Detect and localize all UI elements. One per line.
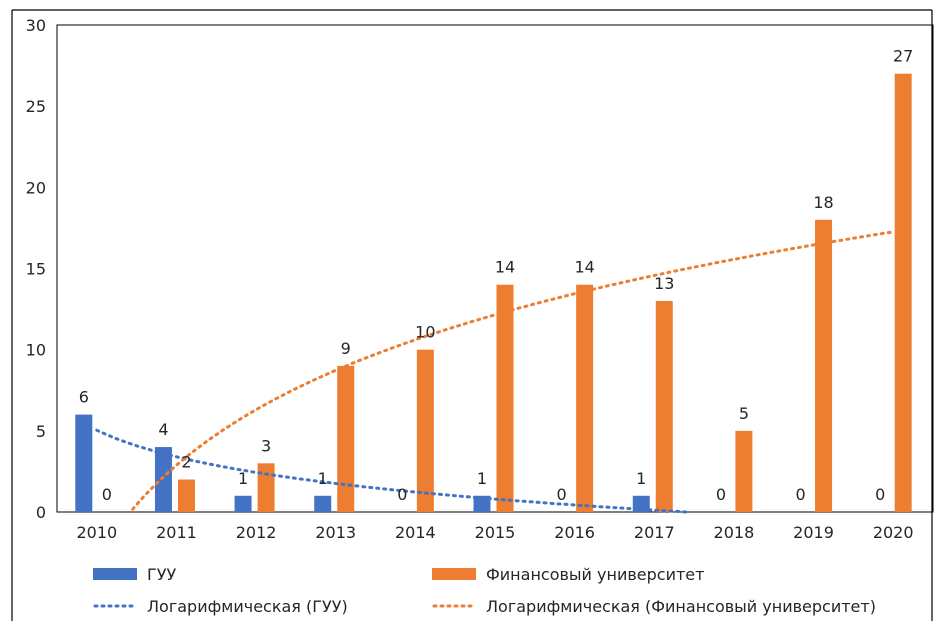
legend-label: Финансовый университет <box>486 565 704 584</box>
y-tick-label: 15 <box>26 260 46 279</box>
x-tick-label: 2014 <box>395 523 436 542</box>
x-tick-label: 2018 <box>714 523 755 542</box>
bar-finuniver <box>337 365 355 512</box>
legend-swatch <box>432 568 476 580</box>
data-label: 14 <box>574 258 594 277</box>
legend-label: Логарифмическая (Финансовый университет) <box>486 597 876 616</box>
data-label: 10 <box>415 323 435 342</box>
x-tick-label: 2010 <box>76 523 117 542</box>
y-axis-ticks: 0 5 10 15 20 25 30 <box>26 16 46 522</box>
y-tick-label: 0 <box>36 503 46 522</box>
bar-finuniver <box>416 349 434 512</box>
plot-area <box>56 24 934 513</box>
data-label: 0 <box>557 485 567 504</box>
data-label: 9 <box>341 339 351 358</box>
legend-item-trend-guu: Логарифмическая (ГУУ) <box>93 597 348 616</box>
bar-finuniver <box>815 219 833 513</box>
data-label: 0 <box>875 485 885 504</box>
bars-layer <box>75 73 912 513</box>
bar-guu <box>154 447 172 512</box>
y-tick-label: 25 <box>26 97 46 116</box>
data-label: 27 <box>893 47 913 66</box>
trendlines-layer <box>95 230 895 514</box>
data-label: 5 <box>739 404 749 423</box>
bar-finuniver <box>735 430 753 512</box>
legend-item-finuniver: Финансовый университет <box>432 565 704 584</box>
data-label: 1 <box>636 469 646 488</box>
x-tick-label: 2019 <box>793 523 834 542</box>
x-tick-label: 2011 <box>156 523 197 542</box>
trendline-finuniver <box>131 230 895 511</box>
data-label: 0 <box>397 485 407 504</box>
data-label: 0 <box>795 485 805 504</box>
bar-finuniver <box>894 73 912 512</box>
bar-finuniver <box>177 479 195 512</box>
data-label: 1 <box>318 469 328 488</box>
data-label: 14 <box>495 258 515 277</box>
bar-finuniver <box>655 300 673 512</box>
x-axis-ticks: 2010 2011 2012 2013 2014 2015 2016 2017 2018 2019… <box>76 523 913 542</box>
data-label: 1 <box>477 469 487 488</box>
bar-guu <box>234 495 252 512</box>
data-label: 0 <box>102 485 112 504</box>
data-label: 18 <box>813 193 833 212</box>
x-tick-label: 2020 <box>873 523 914 542</box>
data-label: 6 <box>79 388 89 407</box>
data-label: 13 <box>654 274 674 293</box>
y-tick-label: 20 <box>26 178 46 197</box>
data-label: 4 <box>158 420 168 439</box>
data-label: 2 <box>181 453 191 472</box>
y-tick-label: 10 <box>26 341 46 360</box>
x-tick-label: 2016 <box>554 523 595 542</box>
x-tick-label: 2013 <box>315 523 356 542</box>
data-label: 0 <box>716 485 726 504</box>
bar-guu <box>75 414 93 512</box>
x-tick-label: 2012 <box>236 523 277 542</box>
bar-finuniver <box>496 284 514 512</box>
bar-guu <box>314 495 332 512</box>
legend-label: ГУУ <box>147 565 177 584</box>
bar-guu <box>473 495 491 512</box>
y-tick-label: 30 <box>26 16 46 35</box>
legend-swatch <box>93 568 137 580</box>
x-tick-label: 2017 <box>634 523 675 542</box>
data-label: 3 <box>261 436 271 455</box>
legend-label: Логарифмическая (ГУУ) <box>147 597 348 616</box>
data-label: 1 <box>238 469 248 488</box>
x-tick-label: 2015 <box>475 523 516 542</box>
legend-item-guu: ГУУ <box>93 565 177 584</box>
bar-finuniver <box>576 284 594 512</box>
y-tick-label: 5 <box>36 422 46 441</box>
trendline-guu <box>95 428 688 514</box>
bar-finuniver <box>257 463 275 512</box>
legend-item-trend-finuniver: Логарифмическая (Финансовый университет) <box>432 597 876 616</box>
legend: ГУУ Финансовый университет Логарифмическая… <box>93 565 876 616</box>
